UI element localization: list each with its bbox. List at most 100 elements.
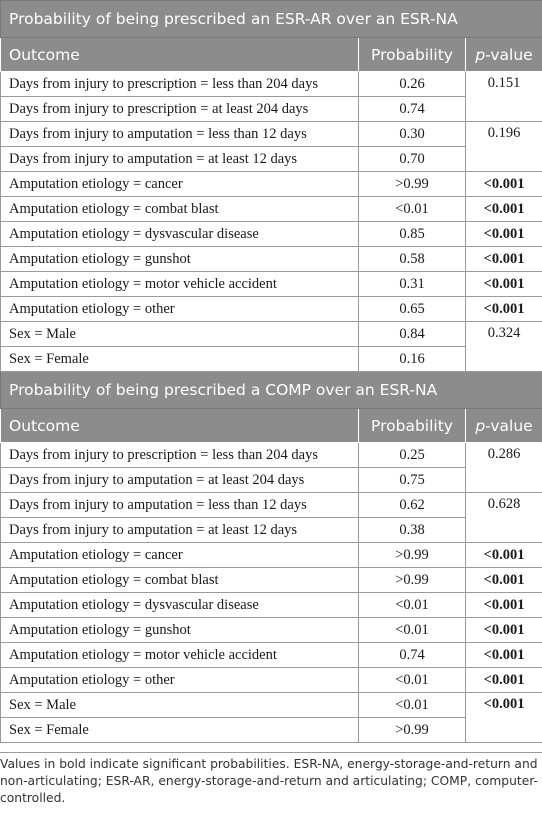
outcome-cell: Days from injury to prescription = less … [0,71,359,97]
pvalue-cell: <0.001 [464,667,542,693]
outcome-cell: Days from injury to amputation = less th… [0,121,359,147]
probability-cell: <0.01 [358,692,466,718]
column-header-row: Outcome Probability p-value [0,408,542,443]
pvalue-cell: 0.151 [464,71,542,122]
pvalue-header-suffix: -value [485,45,533,64]
probability-cell: >0.99 [358,567,466,593]
pvalue-cell: <0.001 [464,567,542,593]
probability-header: Probability [358,37,466,72]
table-row: Amputation etiology = cancer >0.99 <0.00… [0,542,542,568]
section-title-row: Probability of being prescribed an ESR-A… [0,0,542,38]
pvalue-cell: <0.001 [464,542,542,568]
outcome-cell: Sex = Female [0,346,359,372]
table-row: Days from injury to amputation = at leas… [0,467,542,493]
table-row: Days from injury to amputation = at leas… [0,517,542,543]
outcome-cell: Amputation etiology = gunshot [0,617,359,643]
outcome-cell: Amputation etiology = combat blast [0,567,359,593]
section-title: Probability of being prescribed a COMP o… [0,371,542,409]
outcome-cell: Sex = Male [0,692,359,718]
outcome-cell: Amputation etiology = dysvascular diseas… [0,592,359,618]
probability-cell: 0.74 [358,642,466,668]
outcome-cell: Days from injury to prescription = less … [0,442,359,468]
outcome-cell: Amputation etiology = motor vehicle acci… [0,271,359,297]
outcome-cell: Amputation etiology = cancer [0,171,359,197]
pvalue-cell: 0.196 [464,121,542,172]
probability-cell: 0.31 [358,271,466,297]
table-row: Amputation etiology = combat blast <0.01… [0,196,542,222]
probability-cell: <0.01 [358,592,466,618]
outcome-header: Outcome [0,408,359,443]
probability-cell: 0.70 [358,146,466,172]
outcome-cell: Amputation etiology = combat blast [0,196,359,222]
pvalue-header: p-value [464,37,542,72]
table-row: Amputation etiology = gunshot <0.01 <0.0… [0,617,542,643]
outcome-cell: Days from injury to amputation = at leas… [0,467,359,493]
probability-cell: >0.99 [358,171,466,197]
probability-cell: 0.65 [358,296,466,322]
probability-cell: >0.99 [358,542,466,568]
pvalue-cell: 0.324 [464,321,542,372]
section-title-row: Probability of being prescribed a COMP o… [0,371,542,409]
probability-cell: >0.99 [358,717,466,743]
outcome-header: Outcome [0,37,359,72]
table-row: Sex = Female 0.16 [0,346,542,372]
results-table: Probability of being prescribed an ESR-A… [0,0,542,743]
probability-cell: 0.16 [358,346,466,372]
probability-cell: 0.85 [358,221,466,247]
table-row: Amputation etiology = other <0.01 <0.001 [0,667,542,693]
table-row: Amputation etiology = motor vehicle acci… [0,642,542,668]
pvalue-cell: <0.001 [464,221,542,247]
probability-cell: <0.01 [358,617,466,643]
table-row: Days from injury to amputation = at leas… [0,146,542,172]
table-row: Amputation etiology = gunshot 0.58 <0.00… [0,246,542,272]
pvalue-header: p-value [464,408,542,443]
section-title: Probability of being prescribed an ESR-A… [0,0,542,38]
outcome-cell: Amputation etiology = other [0,296,359,322]
probability-header: Probability [358,408,466,443]
probability-cell: 0.75 [358,467,466,493]
outcome-cell: Amputation etiology = motor vehicle acci… [0,642,359,668]
table-row: Amputation etiology = other 0.65 <0.001 [0,296,542,322]
pvalue-cell: <0.001 [464,296,542,322]
pvalue-cell: <0.001 [464,617,542,643]
table-row: Days from injury to prescription = at le… [0,96,542,122]
probability-cell: <0.01 [358,667,466,693]
table-row: Amputation etiology = dysvascular diseas… [0,221,542,247]
outcome-cell: Sex = Female [0,717,359,743]
probability-cell: 0.38 [358,517,466,543]
outcome-cell: Days from injury to prescription = at le… [0,96,359,122]
pvalue-cell: <0.001 [464,246,542,272]
outcome-cell: Days from injury to amputation = at leas… [0,146,359,172]
results-table-container: Probability of being prescribed an ESR-A… [0,0,542,743]
table-row: Days from injury to prescription = less … [0,71,542,122]
outcome-cell: Amputation etiology = cancer [0,542,359,568]
table-row: Amputation etiology = combat blast >0.99… [0,567,542,593]
outcome-cell: Amputation etiology = dysvascular diseas… [0,221,359,247]
pvalue-cell: <0.001 [464,642,542,668]
pvalue-header-p: p [475,45,486,64]
table-row: Amputation etiology = motor vehicle acci… [0,271,542,297]
probability-cell: 0.26 [358,71,466,97]
table-row: Amputation etiology = cancer >0.99 <0.00… [0,171,542,197]
table-row: Days from injury to amputation = less th… [0,492,542,543]
outcome-cell: Days from injury to amputation = less th… [0,492,359,518]
table-row: Days from injury to prescription = less … [0,442,542,493]
probability-cell: 0.84 [358,321,466,347]
probability-cell: 0.58 [358,246,466,272]
pvalue-cell: 0.628 [464,492,542,543]
table-footnote: Values in bold indicate significant prob… [0,752,542,807]
pvalue-header-suffix: -value [485,416,533,435]
pvalue-cell: <0.001 [464,271,542,297]
table-row: Days from injury to amputation = less th… [0,121,542,172]
table-row: Sex = Male 0.84 0.324 [0,321,542,372]
probability-cell: 0.74 [358,96,466,122]
probability-cell: 0.62 [358,492,466,518]
pvalue-cell: <0.001 [464,171,542,197]
pvalue-header-p: p [475,416,486,435]
pvalue-cell: <0.001 [464,592,542,618]
table-row: Amputation etiology = dysvascular diseas… [0,592,542,618]
pvalue-cell: <0.001 [464,196,542,222]
outcome-cell: Sex = Male [0,321,359,347]
probability-cell: 0.30 [358,121,466,147]
outcome-cell: Amputation etiology = gunshot [0,246,359,272]
